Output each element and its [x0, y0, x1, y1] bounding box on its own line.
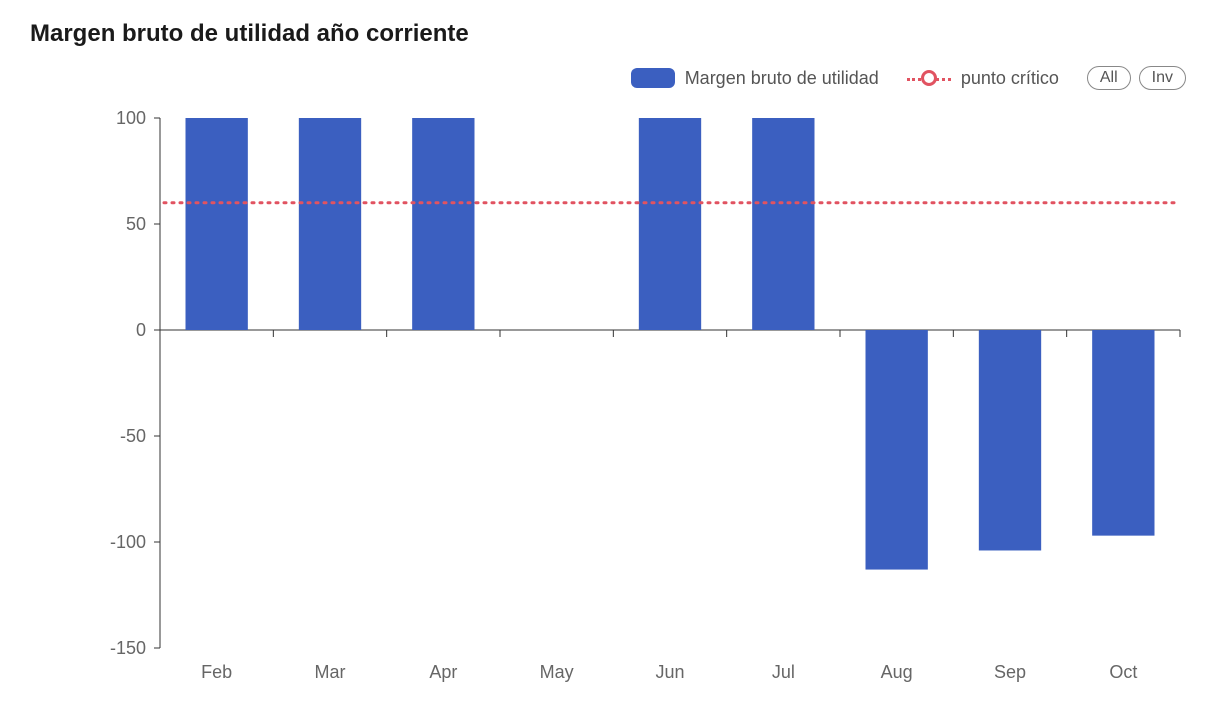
bar[interactable] [186, 118, 248, 330]
legend-item-series[interactable]: Margen bruto de utilidad [631, 68, 879, 89]
bar[interactable] [412, 118, 474, 330]
bar[interactable] [1092, 330, 1154, 536]
x-tick-label: Jun [655, 662, 684, 682]
y-tick-label: -100 [110, 532, 146, 552]
chart-title: Margen bruto de utilidad año corriente [30, 20, 1196, 48]
chart-svg: -150 -100 -50 0 50 100 Feb Mar Apr May Jun Jul Aug Se… [30, 108, 1190, 688]
x-tick-label: Feb [201, 662, 232, 682]
bar[interactable] [752, 118, 814, 330]
x-tick-label: Jul [772, 662, 795, 682]
bar[interactable] [639, 118, 701, 330]
y-tick-label: -50 [120, 426, 146, 446]
x-tick-label: Oct [1109, 662, 1137, 682]
bar[interactable] [979, 330, 1041, 550]
x-tick-label: Sep [994, 662, 1026, 682]
x-tick-label: May [540, 662, 574, 682]
x-tick-label: Aug [881, 662, 913, 682]
legend-swatch-bar [631, 68, 675, 88]
x-tick-label: Mar [315, 662, 346, 682]
bar[interactable] [299, 118, 361, 330]
bar[interactable] [866, 330, 928, 570]
toggle-group: All Inv [1087, 66, 1186, 90]
y-tick-label: 0 [136, 320, 146, 340]
x-tick-label: Apr [429, 662, 457, 682]
y-tick-label: 100 [116, 108, 146, 128]
toggle-all-button[interactable]: All [1087, 66, 1131, 90]
y-tick-label: -150 [110, 638, 146, 658]
legend-threshold-label: punto crítico [961, 68, 1059, 89]
legend-row: Margen bruto de utilidad punto crítico A… [30, 66, 1196, 90]
y-tick-label: 50 [126, 214, 146, 234]
legend-item-threshold[interactable]: punto crítico [907, 68, 1059, 89]
legend-swatch-threshold [907, 68, 951, 88]
chart-plot-area: -150 -100 -50 0 50 100 Feb Mar Apr May Jun Jul Aug Se… [30, 108, 1190, 688]
legend-series-label: Margen bruto de utilidad [685, 68, 879, 89]
toggle-inv-button[interactable]: Inv [1139, 66, 1186, 90]
